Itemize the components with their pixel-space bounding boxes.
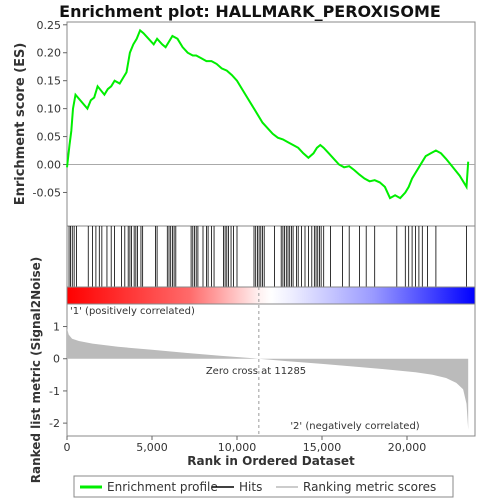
metric-y-tick-label: -2: [49, 417, 60, 430]
ranking-metric-area: [67, 328, 469, 430]
x-axis-label: Rank in Ordered Dataset: [187, 454, 355, 468]
zero-cross-label: Zero cross at 11285: [206, 366, 306, 377]
legend-box: [73, 475, 454, 498]
es-y-tick-label: 0.00: [37, 159, 62, 172]
metric-y-tick-label: 1: [53, 321, 60, 334]
legend: Enrichment profile Hits Ranking metric sco…: [80, 480, 436, 494]
es-y-axis: -0.05 0.00 0.05 0.10 0.15 0.20 0.25: [33, 19, 67, 199]
x-tick-label: 5,000: [136, 441, 168, 454]
es-y-tick-label: 0.05: [37, 131, 62, 144]
ranking-heat-bar: [66, 286, 476, 305]
x-tick-label: 15,000: [303, 441, 342, 454]
metric-x-axis: 0 5,000 10,000 15,000 20,000: [64, 436, 427, 454]
x-tick-label: 0: [64, 441, 71, 454]
hit-markers: [68, 226, 467, 287]
es-panel-frame: [66, 21, 476, 227]
es-y-tick-label: 0.20: [37, 47, 62, 60]
legend-label: Enrichment profile: [107, 480, 218, 494]
legend-label: Ranking metric scores: [303, 480, 436, 494]
es-y-tick-label: 0.10: [37, 103, 62, 116]
x-tick-label: 10,000: [218, 441, 257, 454]
es-y-axis-label: Enrichment score (ES): [13, 43, 28, 206]
positive-correlation-label: '1' (positively correlated): [70, 306, 195, 317]
chart-title: Enrichment plot: HALLMARK_PEROXISOME: [59, 2, 441, 21]
negative-correlation-label: '2' (negatively correlated): [290, 421, 419, 432]
metric-y-tick-label: 0: [53, 353, 60, 366]
enrichment-profile-line: [66, 28, 470, 200]
x-tick-label: 20,000: [388, 441, 427, 454]
es-y-tick-label: 0.25: [37, 19, 62, 32]
es-y-tick-label: 0.15: [37, 75, 62, 88]
legend-label: Hits: [239, 480, 262, 494]
hits-panel-frame: [66, 225, 476, 288]
es-y-tick-label: -0.05: [33, 186, 61, 199]
metric-y-axis-label: Ranked list metric (Signal2Noise): [29, 257, 43, 484]
metric-y-tick-label: -1: [49, 385, 60, 398]
metric-y-axis: -2 -1 0 1: [49, 321, 67, 430]
